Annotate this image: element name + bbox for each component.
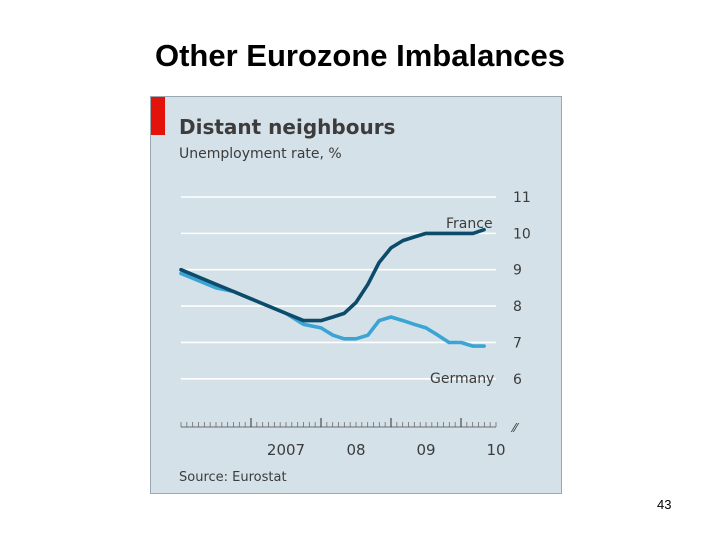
axis-break-marker: ⁄⁄ xyxy=(510,421,520,435)
y-tick-label: 6 xyxy=(513,372,522,388)
y-tick-label: 11 xyxy=(513,190,531,206)
y-tick-label: 7 xyxy=(513,335,522,351)
line-chart: 6 7 8 9 10 11 ⁄⁄ 2007 08 09 10 France Germany xyxy=(179,190,531,459)
chart-subtitle: Unemployment rate, % xyxy=(179,146,342,162)
y-tick-label: 8 xyxy=(513,299,522,315)
x-tick-label: 08 xyxy=(346,441,365,459)
x-tick-label: 09 xyxy=(416,441,435,459)
slide-title: Other Eurozone Imbalances xyxy=(155,38,565,73)
series-label-germany: Germany xyxy=(430,371,494,387)
y-tick-label: 9 xyxy=(513,263,522,279)
series-line-france xyxy=(179,227,486,323)
x-tick-label: 10 xyxy=(486,441,505,459)
chart-title: Distant neighbours xyxy=(179,115,396,139)
x-tick-label: 2007 xyxy=(267,441,305,459)
series-label-france: France xyxy=(446,216,493,232)
chart-source: Source: Eurostat xyxy=(179,470,287,485)
brand-red-tab xyxy=(151,97,165,135)
y-tick-label: 10 xyxy=(513,226,531,242)
series-line-germany xyxy=(179,271,486,348)
chart-panel: Distant neighbours Unemployment rate, % … xyxy=(150,96,562,494)
page-number: 43 xyxy=(657,497,672,512)
